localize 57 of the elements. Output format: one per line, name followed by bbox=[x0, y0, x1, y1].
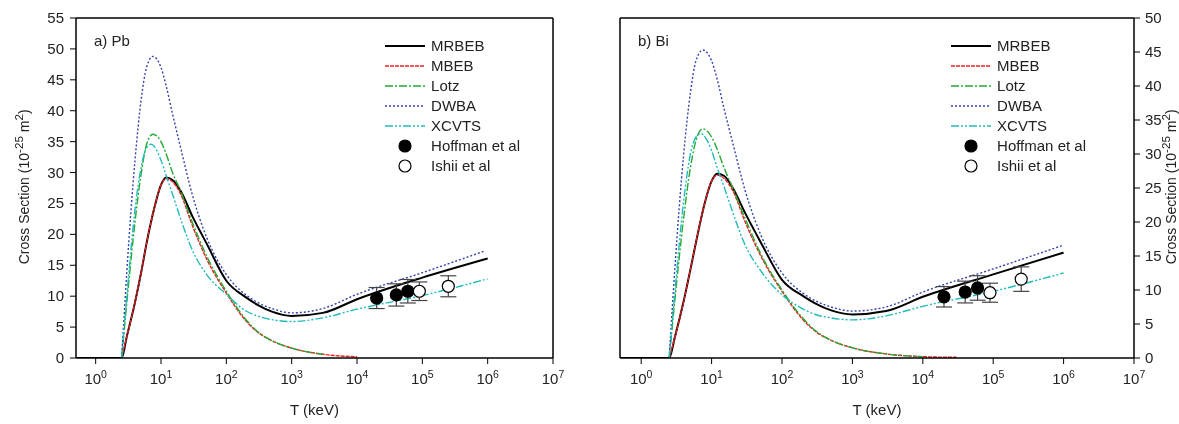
x-tick-label: 10$^{7}$ bbox=[1122, 368, 1146, 387]
x-tick-label: 10$^{4}$ bbox=[345, 368, 369, 387]
x-tick-label: 10$^{5}$ bbox=[981, 368, 1005, 387]
x-tick-label: 10$^{1}$ bbox=[700, 368, 724, 387]
legend-label: Hoffman et al bbox=[431, 136, 520, 156]
legend-label: XCVTS bbox=[431, 116, 482, 136]
y-tick-label: 30 bbox=[47, 163, 64, 181]
annotation: b) Bi bbox=[638, 32, 669, 49]
x-axis-title: T (keV) bbox=[289, 401, 340, 418]
y-tick-label: 0 bbox=[55, 349, 64, 366]
y2-tick-label: 40 bbox=[1145, 77, 1162, 94]
y2-tick-label: 45 bbox=[1145, 43, 1162, 60]
y-tick-label: 50 bbox=[47, 39, 64, 57]
y-tick-label: 15 bbox=[47, 256, 64, 274]
legend-label: Ishii et al bbox=[431, 156, 491, 176]
x-tick-label: 10$^{2}$ bbox=[770, 368, 794, 387]
x-tick-label: 10$^{2}$ bbox=[215, 368, 238, 387]
legend-label: MRBEB bbox=[431, 36, 485, 56]
legend-label: DWBA bbox=[997, 96, 1043, 116]
legend-label: XCVTS bbox=[997, 116, 1048, 136]
x-tick-label: 10$^{6}$ bbox=[476, 368, 500, 387]
y-tick-label: 25 bbox=[47, 194, 64, 212]
y2-tick-label: 10 bbox=[1145, 281, 1162, 298]
x-tick-label: 10$^{6}$ bbox=[1052, 368, 1076, 387]
y-tick-label: 40 bbox=[47, 101, 64, 119]
x-tick-label: 10$^{0}$ bbox=[84, 368, 108, 387]
x-tick-label: 10$^{3}$ bbox=[841, 368, 864, 387]
legend-label: Hoffman et al bbox=[997, 136, 1086, 156]
annotation: a) Pb bbox=[94, 32, 130, 49]
legend-label: Lotz bbox=[431, 76, 460, 96]
y2-tick-label: 20 bbox=[1145, 213, 1162, 230]
x-tick-label: 10$^{1}$ bbox=[149, 368, 173, 387]
legend-label: Ishii et al bbox=[997, 156, 1057, 176]
y-tick-label: 55 bbox=[47, 9, 64, 26]
y2-tick-label: 15 bbox=[1145, 247, 1162, 264]
y-tick-label: 45 bbox=[47, 70, 64, 88]
x-tick-label: 10$^{4}$ bbox=[911, 368, 935, 387]
y2-tick-label: 30 bbox=[1145, 145, 1162, 162]
legend-label: MBEB bbox=[997, 56, 1040, 76]
legend-label: MBEB bbox=[431, 56, 474, 76]
y2-tick-label: 35 bbox=[1145, 111, 1162, 128]
y-tick-label: 10 bbox=[47, 287, 64, 305]
y-tick-label: 20 bbox=[47, 225, 64, 243]
y2-tick-label: 0 bbox=[1145, 349, 1154, 366]
y2-tick-label: 50 bbox=[1145, 9, 1162, 26]
legend-label: MRBEB bbox=[997, 36, 1051, 56]
y2-tick-label: 25 bbox=[1145, 179, 1162, 196]
x-tick-label: 10$^{5}$ bbox=[411, 368, 434, 387]
y-tick-label: 5 bbox=[55, 318, 64, 336]
x-axis-title: T (keV) bbox=[851, 401, 903, 418]
y-tick-label: 35 bbox=[47, 132, 64, 150]
legend-label: Lotz bbox=[997, 76, 1026, 96]
y2-tick-label: 5 bbox=[1145, 315, 1154, 332]
x-tick-label: 10$^{7}$ bbox=[541, 368, 565, 387]
legend-label: DWBA bbox=[431, 96, 477, 116]
x-tick-label: 10$^{0}$ bbox=[629, 368, 653, 387]
x-tick-label: 10$^{3}$ bbox=[280, 368, 304, 387]
